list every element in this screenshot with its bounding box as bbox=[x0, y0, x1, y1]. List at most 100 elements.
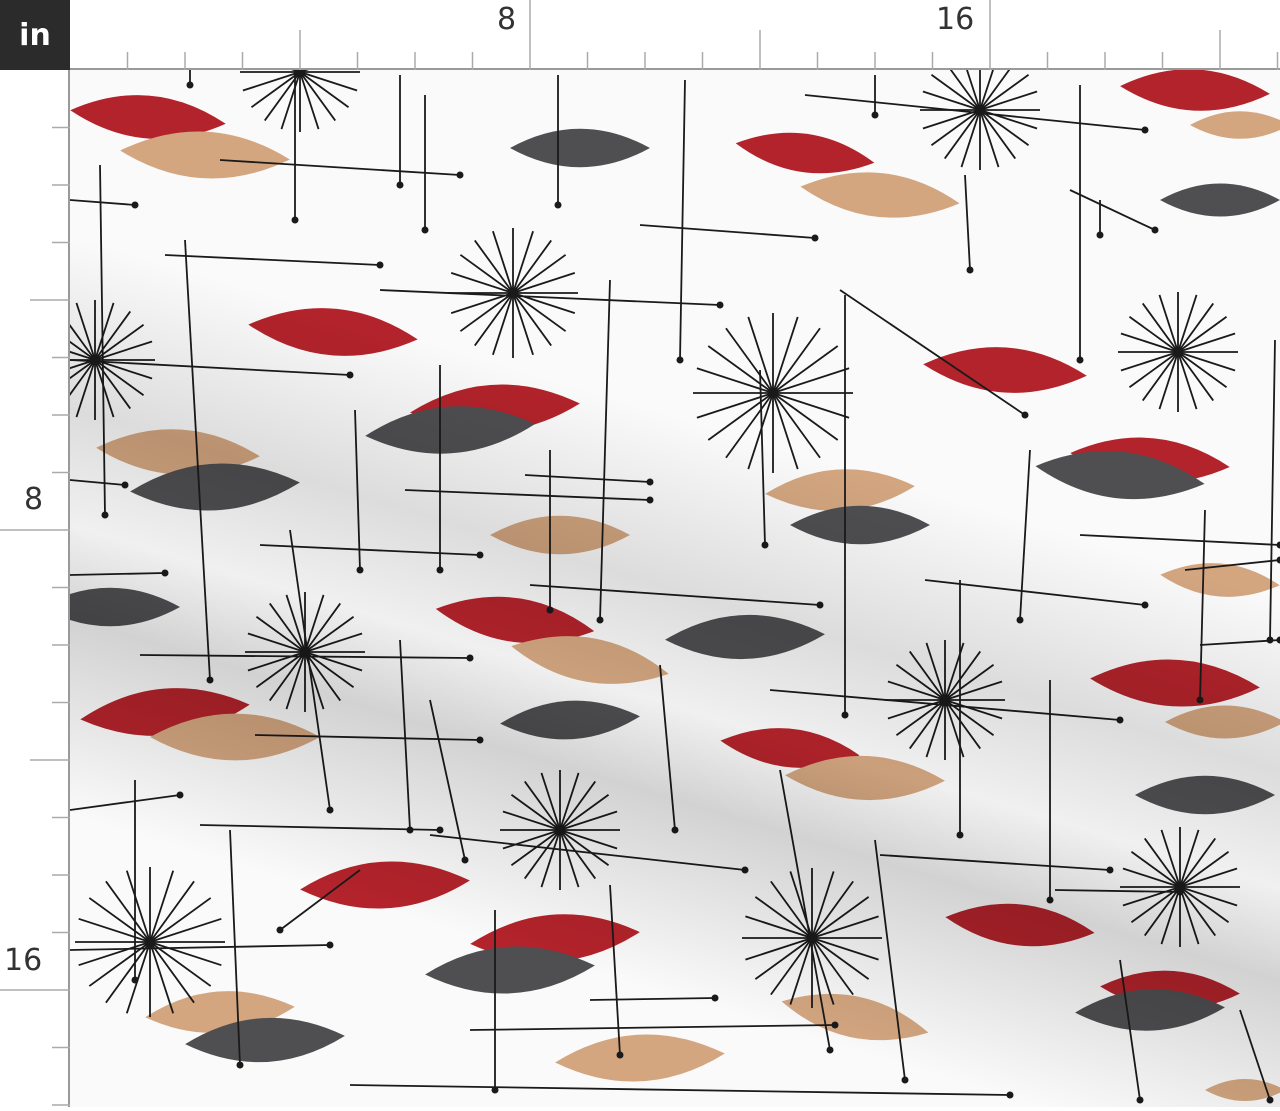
line-with-dot bbox=[530, 585, 824, 609]
starburst-ray bbox=[773, 346, 838, 393]
line-with-dot bbox=[400, 640, 414, 834]
line-with-dot bbox=[1070, 190, 1159, 234]
line-end-dot bbox=[842, 712, 849, 719]
starburst-ray bbox=[1121, 352, 1178, 371]
line-with-dot bbox=[640, 225, 819, 242]
starburst-center bbox=[768, 388, 778, 398]
starburst-ray bbox=[560, 781, 595, 830]
starburst-ray bbox=[1180, 887, 1215, 936]
starburst-ray bbox=[150, 881, 194, 942]
starburst-ray bbox=[708, 393, 773, 440]
starburst-ray bbox=[773, 368, 849, 393]
starburst bbox=[500, 770, 620, 890]
pattern-line bbox=[1270, 340, 1275, 640]
line-end-dot bbox=[102, 512, 109, 519]
starburst bbox=[693, 313, 853, 473]
line-end-dot bbox=[122, 482, 129, 489]
leaf-shape bbox=[1165, 706, 1280, 739]
starburst-ray bbox=[305, 595, 324, 652]
leaf-shape bbox=[1135, 776, 1275, 815]
starburst-ray bbox=[460, 293, 513, 331]
ruler-label-8: 8 bbox=[24, 482, 43, 517]
starburst-ray bbox=[300, 72, 335, 121]
line-end-dot bbox=[277, 927, 284, 934]
starburst-ray bbox=[300, 72, 319, 129]
starburst-ray bbox=[106, 881, 150, 942]
line-end-dot bbox=[832, 1022, 839, 1029]
starburst-ray bbox=[286, 595, 305, 652]
starburst-ray bbox=[1129, 352, 1178, 387]
starburst-ray bbox=[251, 72, 300, 107]
starburst-ray bbox=[475, 240, 513, 293]
ruler-label-16: 16 bbox=[936, 2, 974, 37]
line-end-dot bbox=[555, 202, 562, 209]
starburst-ray bbox=[1161, 887, 1180, 944]
line-with-dot bbox=[165, 255, 384, 269]
starburst-ray bbox=[79, 919, 150, 942]
line-with-dot bbox=[187, 70, 194, 89]
line-end-dot bbox=[467, 655, 474, 662]
line-end-dot bbox=[377, 262, 384, 269]
starburst-ray bbox=[896, 700, 945, 735]
line-end-dot bbox=[597, 617, 604, 624]
line-end-dot bbox=[617, 1052, 624, 1059]
line-end-dot bbox=[957, 832, 964, 839]
line-with-dot bbox=[597, 280, 611, 624]
starburst-ray bbox=[493, 293, 513, 355]
line-end-dot bbox=[177, 792, 184, 799]
line-end-dot bbox=[207, 677, 214, 684]
starburst-ray bbox=[697, 368, 773, 393]
starburst-ray bbox=[961, 110, 980, 167]
pattern-line bbox=[430, 835, 745, 870]
starburst-ray bbox=[95, 360, 130, 409]
line-with-dot bbox=[430, 835, 749, 874]
starburst-ray bbox=[1123, 868, 1180, 887]
starburst-ray bbox=[525, 830, 560, 879]
starburst-ray bbox=[560, 811, 617, 830]
pattern-line bbox=[660, 665, 675, 830]
line-end-dot bbox=[672, 827, 679, 834]
pattern-line bbox=[600, 280, 610, 620]
pattern-line bbox=[70, 573, 165, 575]
line-end-dot bbox=[1047, 897, 1054, 904]
starburst-ray bbox=[1178, 352, 1213, 401]
line-end-dot bbox=[827, 1047, 834, 1054]
line-with-dot bbox=[925, 580, 1149, 609]
starburst bbox=[885, 640, 1005, 760]
line-with-dot bbox=[70, 570, 169, 577]
line-with-dot bbox=[350, 1085, 1014, 1099]
line-with-dot bbox=[70, 200, 139, 209]
line-with-dot bbox=[70, 360, 354, 379]
starburst-ray bbox=[513, 231, 533, 293]
starburst-ray bbox=[560, 830, 595, 879]
starburst-ray bbox=[560, 830, 579, 887]
fabric-pattern bbox=[70, 70, 1280, 1107]
line-end-dot bbox=[477, 737, 484, 744]
line-end-dot bbox=[647, 479, 654, 486]
pattern-line bbox=[70, 480, 125, 485]
starburst-ray bbox=[773, 393, 798, 469]
line-end-dot bbox=[817, 602, 824, 609]
line-end-dot bbox=[1107, 867, 1114, 874]
starburst-ray bbox=[300, 72, 357, 91]
starburst-ray bbox=[95, 303, 114, 360]
leaf-shape bbox=[510, 129, 650, 168]
line-with-dot bbox=[875, 840, 909, 1084]
line-end-dot bbox=[1142, 127, 1149, 134]
line-with-dot bbox=[525, 475, 654, 486]
starburst-ray bbox=[451, 273, 513, 293]
line-end-dot bbox=[457, 172, 464, 179]
line-end-dot bbox=[902, 1077, 909, 1084]
starburst-ray bbox=[926, 643, 945, 700]
leaf-shape bbox=[790, 506, 930, 545]
starburst-center bbox=[90, 355, 100, 365]
line-end-dot bbox=[1277, 557, 1280, 564]
starburst-ray bbox=[513, 273, 575, 293]
starburst-ray bbox=[1129, 317, 1178, 352]
starburst-ray bbox=[755, 938, 812, 979]
line-end-dot bbox=[327, 942, 334, 949]
pattern-line bbox=[70, 200, 135, 205]
horizontal-ruler: 8 16 bbox=[70, 0, 1280, 70]
leaf-shape bbox=[299, 857, 471, 913]
starburst-ray bbox=[541, 830, 560, 887]
